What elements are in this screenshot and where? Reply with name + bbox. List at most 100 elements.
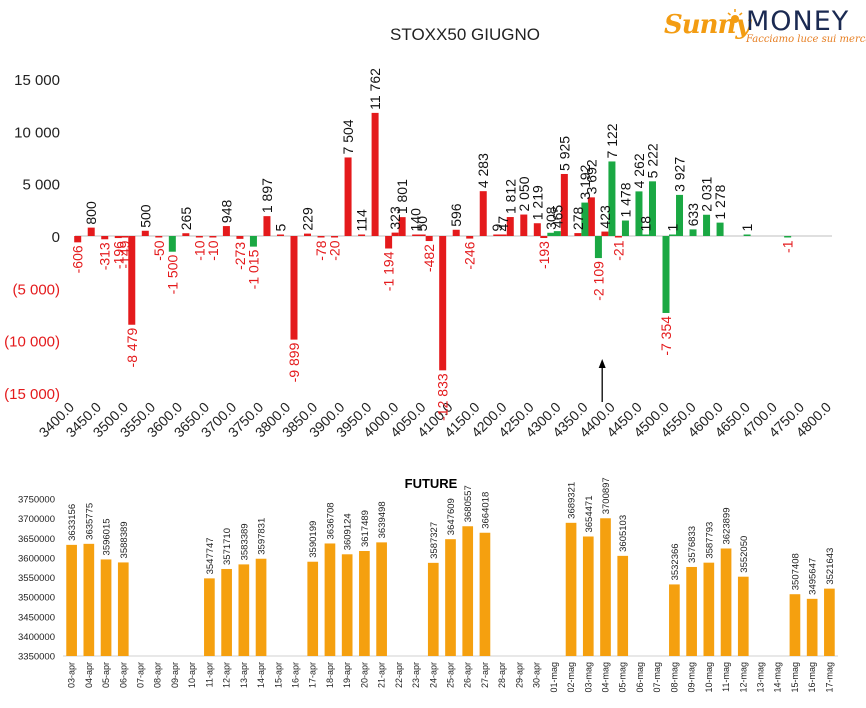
future-y-tick-label: 3650000 [18,534,55,545]
future-chart-title: FUTURE [405,476,458,491]
main-bar [506,217,514,236]
future-bar [221,568,232,656]
main-bar-data-label: 229 [300,207,316,231]
main-bar-data-label: 423 [597,205,613,229]
main-bar [385,236,393,249]
main-bar [74,236,82,243]
future-x-tick-label: 23-apr [411,662,421,688]
main-bar-data-label: -273 [232,242,248,270]
future-x-tick-label: 14-mag [773,662,783,693]
future-x-tick-label: 10-mag [704,662,714,693]
main-bar [439,236,447,371]
future-bar [376,542,387,656]
main-bar-data-label: 4 262 [631,153,647,188]
future-bar-data-label: 3532366 [670,543,681,580]
future-bar-data-label: 3547747 [205,537,216,574]
main-bar [371,112,379,236]
future-x-tick-label: 11-apr [204,662,214,687]
future-x-tick-label: 10-apr [187,662,197,688]
sun-icon [727,9,743,23]
main-bar-data-label: 308 [543,206,559,230]
main-bar [540,236,548,239]
main-bar-data-label: -1 500 [164,254,180,294]
main-bar-data-label: 1 278 [712,184,728,219]
future-bar [806,598,818,656]
main-bar [344,157,352,236]
main-bar-data-label: -8 479 [124,328,140,368]
future-bar [824,588,835,656]
future-x-tick-label: 05-mag [618,662,628,693]
main-bar [743,234,751,236]
main-bar-data-label: -20 [327,240,343,260]
main-bar [594,236,602,259]
future-y-tick-label: 3550000 [18,573,55,584]
main-bar [641,234,649,236]
main-bar-data-label: -606 [70,245,86,273]
main-bar-data-label: -482 [421,244,437,272]
main-bar [128,236,136,325]
future-x-tick-label: 26-apr [463,662,473,688]
future-bar [324,543,336,656]
main-bar-data-label: -10 [191,240,207,260]
main-bar-data-label: 7 122 [604,123,620,158]
main-bar [520,214,528,236]
future-bar [703,562,715,656]
main-bar-data-label: 948 [218,200,234,224]
main-bar-data-label: -50 [151,240,167,260]
main-bar [703,214,711,236]
main-bar [621,220,629,236]
main-bar-data-label: 3 927 [672,157,688,192]
future-y-tick-label: 3500000 [18,593,55,604]
future-bar [565,522,577,656]
main-bar-data-label: -149 [117,240,133,268]
main-bar-data-label: 1 [739,224,755,232]
main-bar [391,232,399,236]
future-x-tick-label: 22-apr [394,662,404,688]
main-bar [276,234,284,236]
main-bar-data-label: 1 219 [529,185,545,220]
main-bar-data-label: -7 354 [658,316,674,356]
main-bar-data-label: -1 194 [381,251,397,291]
main-bar [479,191,487,236]
main-bar-data-label: 1 [664,224,680,232]
future-bar-data-label: 3587793 [704,522,715,559]
main-bar-data-label: 114 [354,209,370,232]
future-x-tick-label: 30-apr [532,662,542,688]
main-bar [114,236,122,239]
future-bar [307,561,319,656]
future-bar [359,551,370,656]
future-bar [341,554,353,656]
main-bar-data-label: 50 [414,216,430,232]
main-bar-data-label: -1 [780,240,796,253]
future-bar-data-label: 3571710 [222,528,233,565]
main-bar [676,194,684,236]
future-bar-data-label: 3588389 [119,521,130,558]
logo-tagline: Facciamo luce sui mercati [746,34,866,45]
main-y-tick-label: 0 [52,229,60,246]
main-bar [581,202,589,236]
future-bar [255,558,267,656]
main-bar [209,236,217,238]
main-bar-data-label: 1 478 [617,182,633,217]
future-bar [479,532,491,656]
future-bar-data-label: 3576833 [687,526,698,563]
future-chart-data-labels: 3633156 3635775 3596015 3588389 3547747 35717… [67,477,836,595]
future-x-tick-label: 17-mag [824,662,834,693]
main-bar [648,181,656,236]
main-bar-data-label: 4 283 [475,153,491,188]
future-bar-data-label: 3635775 [84,503,95,540]
future-x-tick-label: 28-apr [497,662,507,688]
main-bar-data-label: -313 [97,242,113,270]
main-bar [195,236,203,238]
future-y-tick-label: 3700000 [18,514,55,525]
future-bar-data-label: 3664018 [480,492,491,529]
main-bar [601,231,609,236]
future-x-tick-label: 17-apr [308,662,318,688]
main-bar [547,232,555,236]
main-bar-data-label: 5 [272,224,288,232]
future-bar-data-label: 3597831 [257,518,268,555]
main-bar [290,236,298,340]
main-bar-data-label: -78 [313,240,329,260]
future-bar [83,543,95,656]
